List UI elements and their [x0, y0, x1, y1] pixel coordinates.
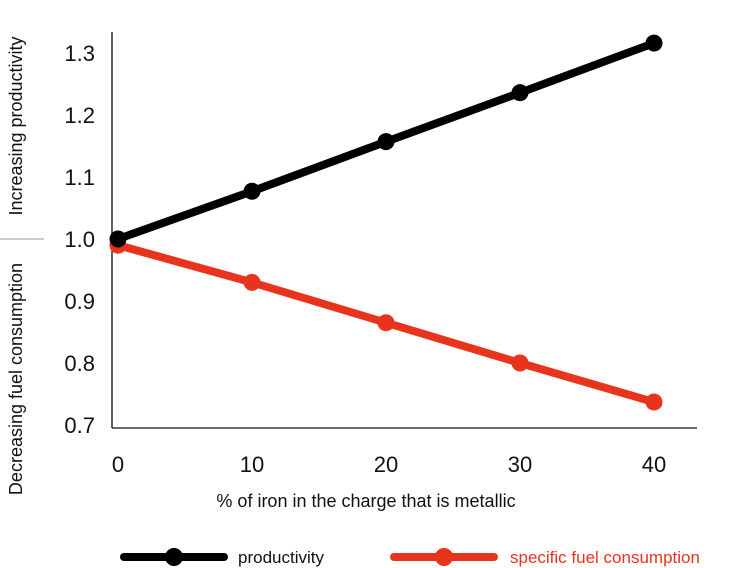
legend-label-productivity: productivity — [238, 548, 324, 567]
y-tick-label: 0.8 — [64, 351, 95, 376]
x-tick-label: 10 — [240, 452, 264, 477]
data-point-productivity — [645, 34, 663, 52]
y-tick-label: 1.3 — [64, 41, 95, 66]
legend-item-specific-fuel-consumption: specific fuel consumption — [390, 548, 700, 567]
x-tick-label: 30 — [508, 452, 532, 477]
y-tick-label: 0.9 — [64, 289, 95, 314]
x-tick-label: 0 — [112, 452, 124, 477]
legend: productivity specific fuel consumption — [120, 548, 700, 567]
y-tick-label: 1.1 — [64, 165, 95, 190]
y-axis-title-lower: Decreasing fuel consumption — [6, 263, 26, 495]
x-tick-labels: 0 10 20 30 40 — [112, 452, 666, 477]
data-point-productivity — [243, 182, 261, 200]
data-point-productivity — [377, 133, 395, 151]
x-tick-label: 40 — [642, 452, 666, 477]
legend-swatch-marker-fuel — [435, 548, 453, 566]
data-point-specific-fuel-consumption — [243, 273, 261, 291]
y-tick-label: 1.0 — [64, 227, 95, 252]
data-point-specific-fuel-consumption — [377, 314, 395, 332]
data-point-specific-fuel-consumption — [645, 393, 663, 411]
y-axis-title-upper: Increasing productivity — [6, 36, 26, 215]
data-point-productivity — [109, 230, 127, 248]
y-tick-label: 1.2 — [64, 103, 95, 128]
data-point-specific-fuel-consumption — [511, 354, 529, 372]
legend-swatch-marker-productivity — [165, 548, 183, 566]
series-group — [109, 34, 663, 411]
legend-label-specific-fuel-consumption: specific fuel consumption — [510, 548, 700, 567]
data-point-productivity — [511, 84, 529, 102]
x-tick-label: 20 — [374, 452, 398, 477]
legend-item-productivity: productivity — [120, 548, 324, 567]
x-axis-title: % of iron in the charge that is metallic — [216, 491, 515, 511]
y-tick-label: 0.7 — [64, 413, 95, 438]
y-tick-labels: 0.7 0.8 0.9 1.0 1.1 1.2 1.3 — [64, 41, 95, 438]
